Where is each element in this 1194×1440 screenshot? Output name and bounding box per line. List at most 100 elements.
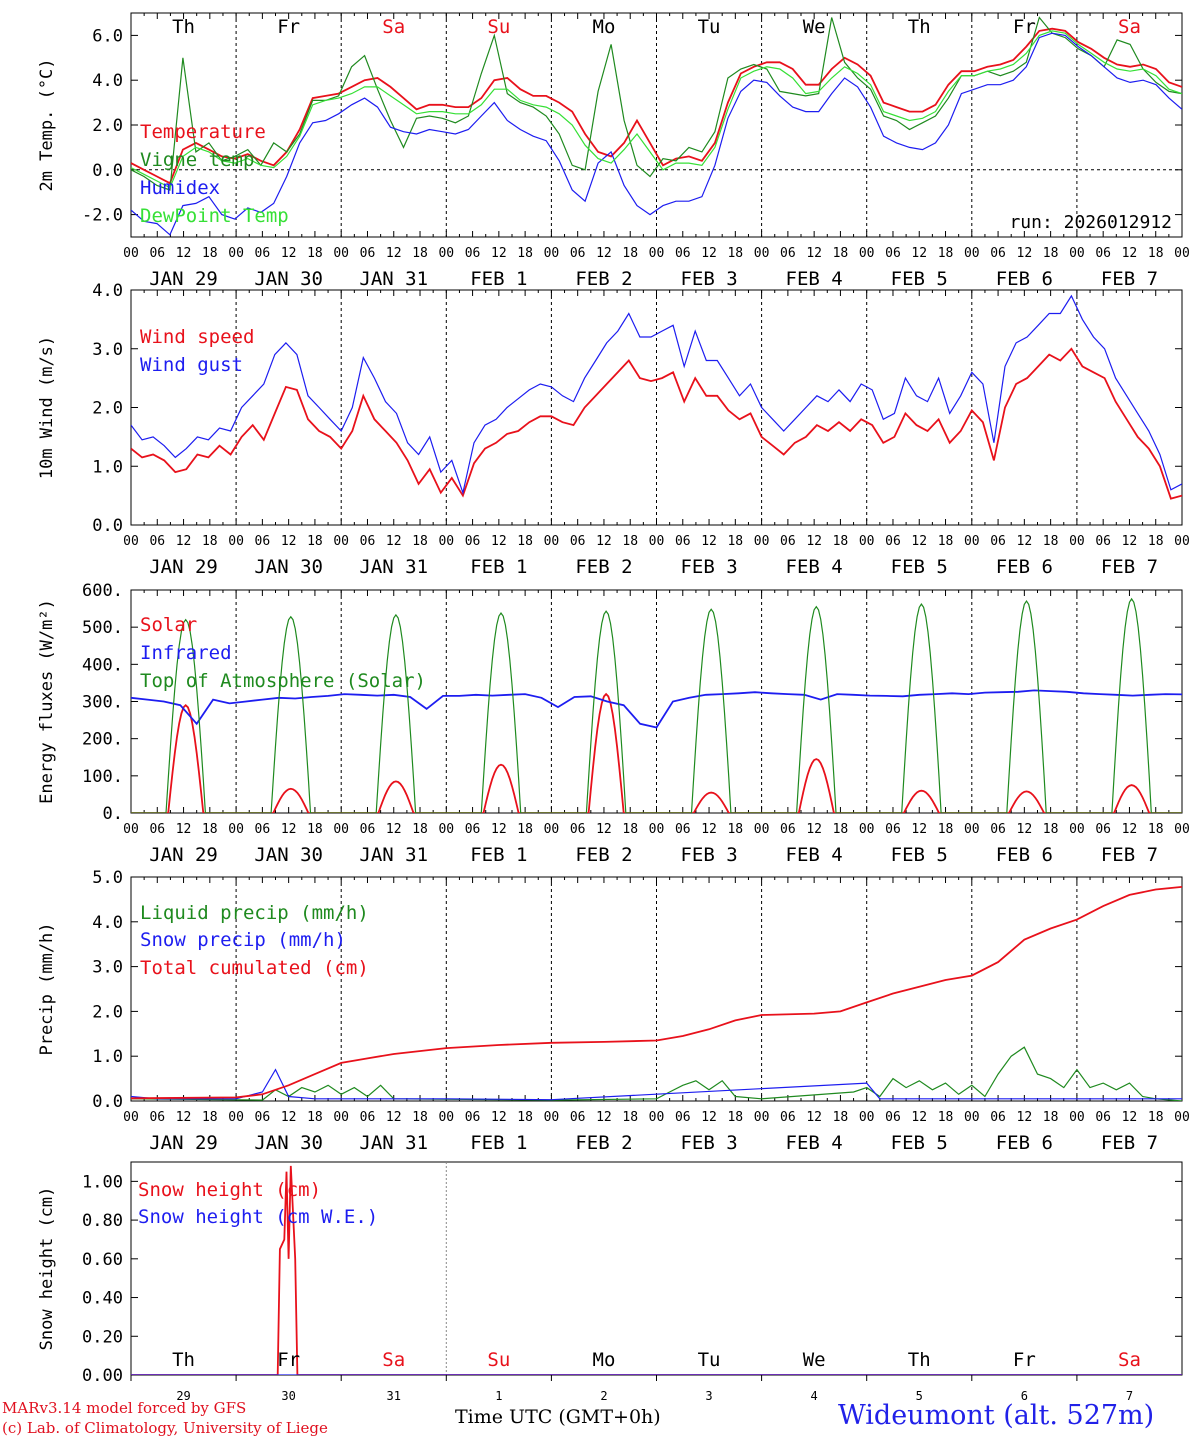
hour-tick-label: 06: [570, 534, 586, 549]
hour-tick-label: 12: [1122, 534, 1138, 549]
hour-tick-label: 06: [255, 822, 271, 837]
hour-tick-label: 12: [1122, 246, 1138, 261]
hour-tick-label: 00: [438, 246, 454, 261]
hour-tick-label: 18: [1043, 822, 1059, 837]
hour-tick-label: 12: [596, 534, 612, 549]
hour-tick-label: 06: [360, 1110, 376, 1125]
series-wind-gust: [131, 294, 1182, 495]
hour-tick-label: 06: [885, 534, 901, 549]
legend-entry: Infrared: [140, 642, 232, 664]
hour-tick-label: 12: [1017, 534, 1033, 549]
plot-frame: [130, 589, 1183, 814]
date-label: FEB 4: [786, 268, 843, 290]
hour-tick-label: 18: [412, 822, 428, 837]
hour-tick-label: 00: [228, 246, 244, 261]
hour-tick-label: 06: [1095, 822, 1111, 837]
hour-tick-label: 06: [465, 822, 481, 837]
panel-5: [130, 1161, 1183, 1381]
hour-tick-label: 06: [255, 534, 271, 549]
series-liquid-precip-mm-h: [131, 1046, 1182, 1101]
hour-tick-label: 00: [228, 534, 244, 549]
hour-tick-label: 12: [701, 246, 717, 261]
hour-tick-label: 12: [911, 822, 927, 837]
hour-tick-label: 12: [701, 534, 717, 549]
day-name: Su: [487, 16, 510, 38]
legend-entry: DewPoint Temp: [140, 205, 289, 227]
hour-tick-label: 00: [754, 246, 770, 261]
hour-tick-label: 06: [675, 822, 691, 837]
hour-tick-label: 18: [202, 534, 218, 549]
y-axis-title: 10m Wind (m/s): [37, 336, 57, 479]
hour-tick-label: 00: [649, 246, 665, 261]
hour-tick-label: 12: [596, 822, 612, 837]
hour-tick-label: 00: [649, 822, 665, 837]
hour-tick-label: 00: [1069, 246, 1085, 261]
y-axis-title: Snow height (cm): [37, 1187, 57, 1351]
legend-entry: Vigne temp: [140, 149, 254, 171]
y-tick-label: 1.00: [82, 1172, 123, 1192]
date-number-label: 5: [916, 1389, 923, 1403]
hour-tick-label: 12: [1122, 822, 1138, 837]
hour-tick-label: 06: [149, 534, 165, 549]
series-solar: [131, 692, 1182, 813]
date-number-label: 3: [705, 1389, 712, 1403]
hour-tick-label: 00: [544, 822, 560, 837]
hour-tick-label: 06: [570, 1110, 586, 1125]
hour-tick-label: 18: [202, 822, 218, 837]
hour-tick-label: 12: [806, 246, 822, 261]
date-number-label: 2: [600, 1389, 607, 1403]
hour-tick-label: 18: [517, 1110, 533, 1125]
hour-tick-label: 12: [701, 1110, 717, 1125]
panel-4: [130, 876, 1183, 1102]
y-tick-label: 0.00: [82, 1366, 123, 1386]
date-label: FEB 2: [575, 844, 632, 866]
hour-tick-label: 06: [885, 246, 901, 261]
hour-tick-label: 18: [1148, 822, 1164, 837]
hour-tick-label: 00: [333, 534, 349, 549]
hour-tick-label: 12: [491, 534, 507, 549]
day-name: We: [803, 1349, 826, 1371]
legend-entry: Wind speed: [140, 326, 254, 348]
hour-tick-label: 18: [202, 1110, 218, 1125]
date-label: JAN 29: [149, 1132, 218, 1154]
date-label: FEB 1: [470, 268, 527, 290]
hour-tick-label: 00: [754, 822, 770, 837]
hour-tick-label: 06: [885, 1110, 901, 1125]
y-tick-label: 300.: [82, 693, 123, 713]
hour-tick-label: 18: [1043, 534, 1059, 549]
date-label: FEB 4: [786, 844, 843, 866]
hour-tick-label: 06: [255, 1110, 271, 1125]
hour-tick-label: 18: [622, 822, 638, 837]
date-label: JAN 31: [359, 556, 428, 578]
hour-tick-label: 18: [938, 1110, 954, 1125]
date-number-label: 4: [811, 1389, 818, 1403]
hour-tick-label: 06: [990, 246, 1006, 261]
date-label: FEB 5: [891, 556, 948, 578]
date-label: FEB 1: [470, 844, 527, 866]
date-label: JAN 29: [149, 556, 218, 578]
hour-tick-label: 12: [386, 246, 402, 261]
hour-tick-label: 00: [544, 534, 560, 549]
date-label: FEB 4: [786, 1132, 843, 1154]
legend-entry: Humidex: [140, 177, 220, 199]
legend-entry: Wind gust: [140, 354, 243, 376]
hour-tick-label: 12: [491, 822, 507, 837]
hour-tick-label: 00: [438, 534, 454, 549]
hour-tick-label: 18: [412, 534, 428, 549]
day-name: Su: [487, 1349, 510, 1371]
date-label: FEB 7: [1101, 556, 1158, 578]
day-name: Tu: [698, 16, 721, 38]
y-tick-label: 4.0: [92, 281, 123, 301]
date-label: FEB 5: [891, 1132, 948, 1154]
station-name: Wideumont (alt. 527m): [838, 1400, 1155, 1431]
series-snow-precip-mm-h: [131, 1068, 1182, 1101]
hour-tick-label: 00: [649, 534, 665, 549]
date-label: JAN 30: [254, 556, 323, 578]
hour-tick-label: 06: [360, 534, 376, 549]
date-label: JAN 31: [359, 1132, 428, 1154]
panel-3: [130, 589, 1183, 814]
y-axis-title: 2m Temp. (°C): [37, 58, 57, 191]
hour-tick-label: 12: [911, 246, 927, 261]
date-number-label: 30: [281, 1389, 295, 1403]
